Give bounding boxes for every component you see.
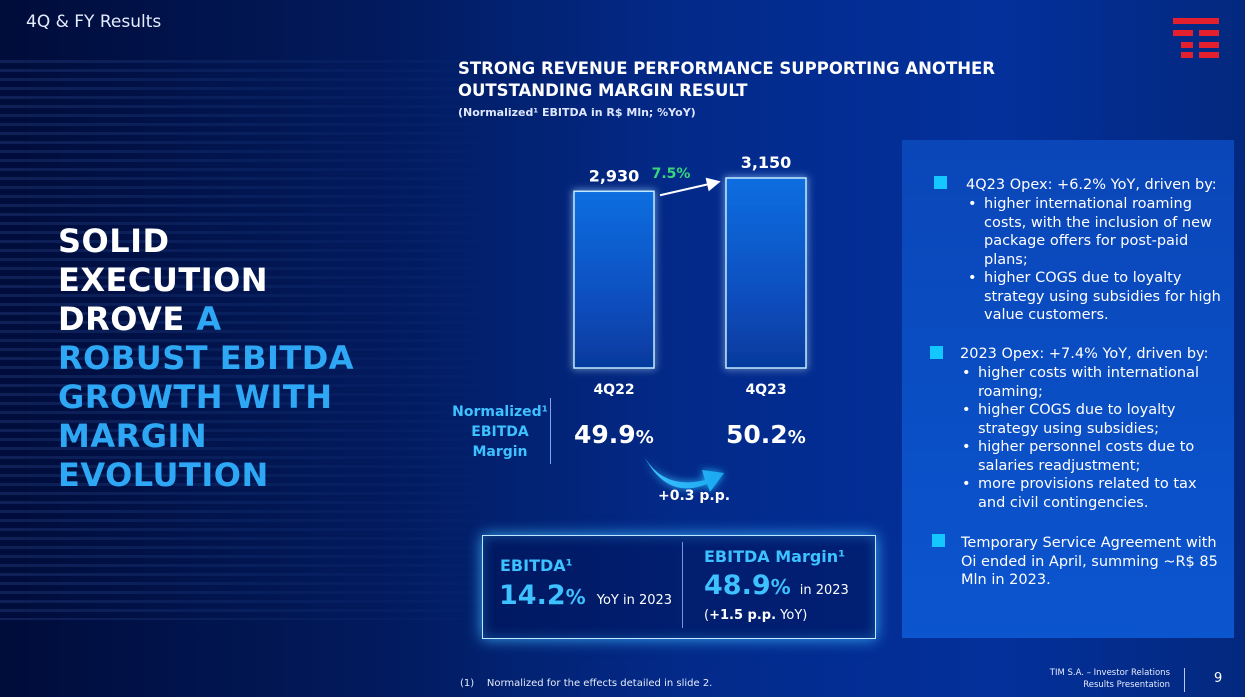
margin-label-line: Margin [472,444,528,460]
bullet-square-icon [932,534,945,547]
opex-2023-title: 2023 Opex: +7.4% YoY, driven by: [960,346,1209,362]
kpi-margin-change: (+1.5 p.p. YoY) [704,608,807,623]
ebitda-bar-chart: 2,930 4Q22 3,150 4Q23 7.5% [573,153,807,492]
margin-number: 50.2 [726,420,788,449]
headline-word-accent: A [196,300,222,338]
list-item: higher costs with international roaming; [960,364,1218,401]
headline-word: DROVE [58,300,197,338]
growth-arrow [659,177,721,197]
kpi-number: 14.2 [499,580,566,611]
footer-company: TIM S.A. – Investor Relations [1049,668,1170,678]
footer-divider [1184,668,1185,692]
bullet-square-icon [930,346,943,359]
opex-panel: 4Q23 Opex: +6.2% YoY, driven by: higher … [902,140,1234,638]
bar-4q22 [573,190,655,369]
chart-title-line: OUTSTANDING MARGIN RESULT [458,81,748,100]
kpi-ebitda-suffix: YoY in 2023 [596,593,673,608]
margin-divider [550,398,551,464]
kpi-unit: % [770,575,791,599]
opex-2023-list: higher costs with international roaming;… [960,364,1218,512]
kpi-number: 48.9 [704,570,771,601]
kpi-margin-number: 48.9% [704,570,791,601]
footnote: (1) Normalized for the effects detailed … [460,678,713,689]
list-item: higher international roaming costs, with… [966,195,1224,269]
margin-change-arrow [645,458,724,492]
footer-doc-title: Results Presentation [1083,680,1170,690]
chart-subtitle: (Normalized¹ EBITDA in R$ Mln; %YoY) [458,106,696,119]
normalized-margin-label: Normalized¹ EBITDA Margin [448,402,552,462]
kpi-divider [682,542,683,628]
kpi-box [482,535,876,639]
list-item: higher personnel costs due to salaries r… [960,438,1218,475]
margin-value-4q22: 49.9% [574,420,654,449]
bullet-square-icon [934,176,947,189]
section-label: 4Q & FY Results [26,12,162,32]
chart-title: STRONG REVENUE PERFORMANCE SUPPORTING AN… [458,58,1018,102]
bar-value-label: 2,930 [589,166,640,185]
kpi-change-prefix: ( [704,608,710,623]
category-label: 4Q23 [745,382,786,398]
headline-line: SOLID [58,222,170,260]
kpi-change-value: +1.5 p.p. [709,608,777,623]
list-item: more provisions related to tax and civil… [960,475,1218,512]
list-item: higher COGS due to loyalty strategy usin… [966,269,1224,325]
headline-line: EXECUTION [58,261,269,299]
bar-4q23 [725,177,807,369]
headline-line: DROVE A [58,300,398,339]
kpi-change-suffix: YoY) [776,608,808,623]
headline-line: EVOLUTION [58,456,269,494]
kpi-margin-title: EBITDA Margin¹ [704,547,846,566]
list-item: higher COGS due to loyalty strategy usin… [960,401,1218,438]
page-number: 9 [1214,671,1223,686]
margin-label-line: Normalized¹ [452,404,548,420]
kpi-unit: % [565,585,586,609]
margin-value-4q23: 50.2% [726,420,806,449]
headline: SOLID EXECUTION DROVE A ROBUST EBITDA GR… [58,222,398,495]
opex-4q23-list: higher international roaming costs, with… [966,195,1224,325]
kpi-ebitda-title: EBITDA¹ [500,556,573,575]
opex-4q23-title: 4Q23 Opex: +6.2% YoY, driven by: [966,177,1217,193]
kpi-ebitda-value: 14.2% YoY in 2023 [499,580,672,611]
margin-unit: % [787,427,806,448]
tim-logo-icon [1173,18,1219,58]
headline-line: GROWTH WITH [58,378,333,416]
kpi-margin-value: 48.9% in 2023 [704,570,849,601]
margin-change-label: +0.3 p.p. [658,488,731,504]
kpi-margin-suffix: in 2023 [799,583,849,598]
headline-line: ROBUST EBITDA [58,339,355,377]
background-stripes [0,60,520,620]
category-label: 4Q22 [593,382,634,398]
margin-unit: % [635,427,654,448]
tsa-text: Temporary Service Agreement with Oi ende… [961,535,1218,588]
chart-title-line: STRONG REVENUE PERFORMANCE SUPPORTING AN… [458,59,995,78]
growth-label: 7.5% [652,166,691,182]
margin-number: 49.9 [574,420,636,449]
bar-value-label: 3,150 [741,153,792,172]
headline-line: MARGIN [58,417,208,455]
margin-label-line: EBITDA [471,424,529,440]
kpi-ebitda-number: 14.2% [499,580,586,611]
